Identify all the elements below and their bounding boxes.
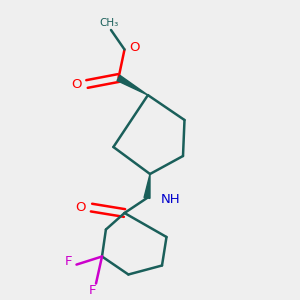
Text: NH: NH [161, 193, 181, 206]
Text: O: O [76, 201, 86, 214]
Text: F: F [89, 284, 97, 298]
Text: O: O [71, 77, 82, 91]
Polygon shape [117, 75, 148, 95]
Text: O: O [129, 40, 139, 54]
Polygon shape [144, 174, 150, 198]
Text: CH₃: CH₃ [100, 17, 119, 28]
Text: F: F [65, 255, 73, 268]
